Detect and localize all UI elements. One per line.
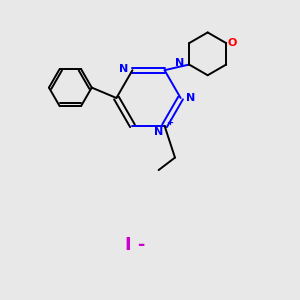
Text: N: N [175,58,184,68]
Text: I -: I - [125,236,145,254]
Text: N: N [119,64,128,74]
Text: N: N [186,93,195,103]
Text: O: O [228,38,237,48]
Text: N: N [154,127,163,137]
Text: +: + [166,118,173,127]
